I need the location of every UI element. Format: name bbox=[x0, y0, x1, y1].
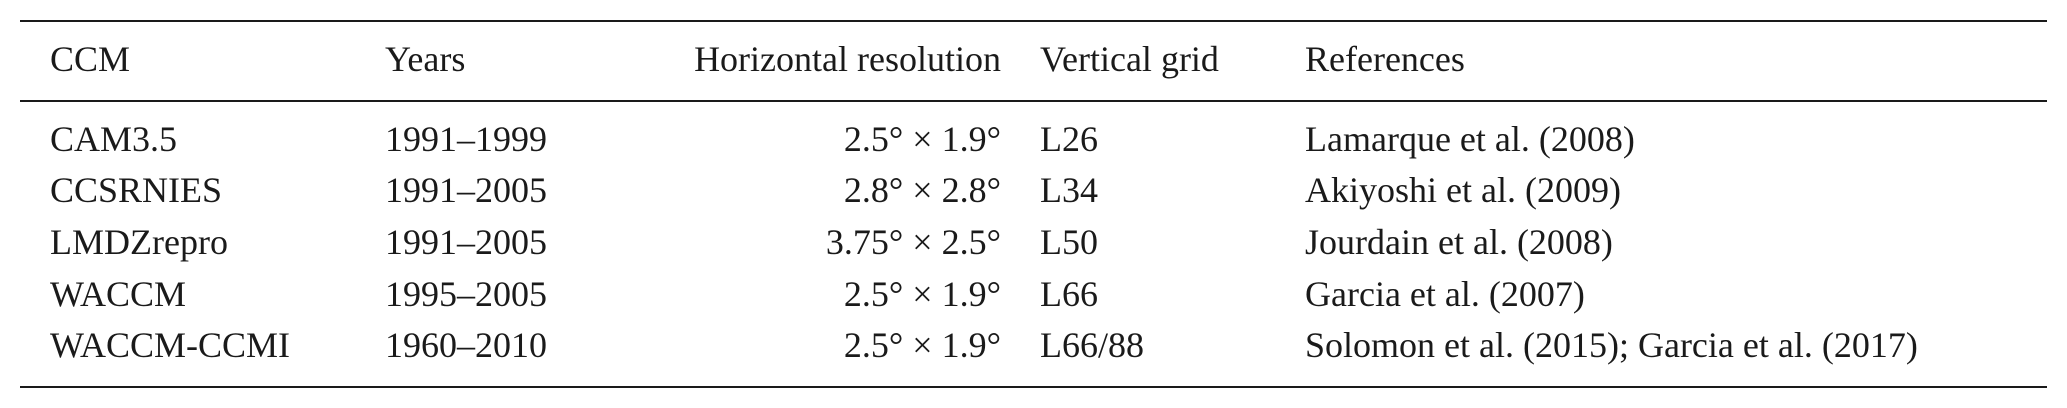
cell-years: 1991–2005 bbox=[385, 170, 547, 210]
table-top-rule bbox=[20, 20, 2047, 22]
cell-years: 1991–1999 bbox=[385, 119, 547, 159]
cell-grid: L34 bbox=[1040, 170, 1098, 210]
cell-references: Lamarque et al. (2008) bbox=[1305, 119, 1635, 159]
header-horizontal-resolution: Horizontal resolution bbox=[694, 39, 1001, 79]
cell-years: 1991–2005 bbox=[385, 222, 547, 262]
cell-ccm: WACCM-CCMI bbox=[50, 325, 291, 365]
table-bottom-rule bbox=[20, 386, 2047, 388]
cell-resolution: 2.5° × 1.9° bbox=[843, 325, 1001, 365]
cell-grid: L66/88 bbox=[1040, 325, 1144, 365]
header-ccm: CCM bbox=[50, 39, 131, 79]
cell-resolution: 2.5° × 1.9° bbox=[843, 274, 1001, 314]
cell-grid: L66 bbox=[1040, 274, 1098, 314]
table-header-rule bbox=[20, 100, 2047, 102]
cell-years: 1960–2010 bbox=[385, 325, 547, 365]
cell-resolution: 3.75° × 2.5° bbox=[825, 222, 1001, 262]
cell-resolution: 2.8° × 2.8° bbox=[843, 170, 1001, 210]
cell-ccm: CAM3.5 bbox=[50, 119, 178, 159]
header-years: Years bbox=[385, 39, 466, 79]
cell-resolution: 2.5° × 1.9° bbox=[843, 119, 1001, 159]
cell-references: Jourdain et al. (2008) bbox=[1305, 222, 1613, 262]
header-references: References bbox=[1305, 39, 1465, 79]
cell-references: Solomon et al. (2015); Garcia et al. (20… bbox=[1305, 325, 1918, 365]
cell-years: 1995–2005 bbox=[385, 274, 547, 314]
header-vertical-grid: Vertical grid bbox=[1040, 39, 1219, 79]
cell-ccm: CCSRNIES bbox=[50, 170, 223, 210]
cell-grid: L50 bbox=[1040, 222, 1098, 262]
cell-references: Garcia et al. (2007) bbox=[1305, 274, 1585, 314]
cell-grid: L26 bbox=[1040, 119, 1098, 159]
cell-ccm: LMDZrepro bbox=[50, 222, 228, 262]
cell-references: Akiyoshi et al. (2009) bbox=[1305, 170, 1621, 210]
cell-ccm: WACCM bbox=[50, 274, 187, 314]
